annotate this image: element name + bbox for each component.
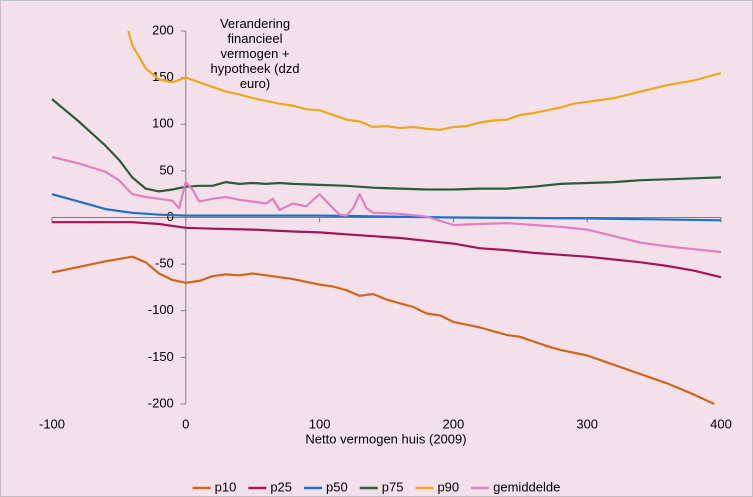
title-box: Verandering financieel vermogen + hypoth…	[210, 16, 300, 91]
series-line	[51, 155, 722, 254]
series-line	[51, 255, 715, 405]
legend-label: p50	[326, 479, 348, 494]
x-tick-label: 200	[443, 416, 465, 431]
y-tick-label: 0	[167, 209, 174, 224]
y-tick-label: -150	[148, 349, 174, 364]
legend-label: p75	[382, 479, 404, 494]
y-tick-label: 50	[159, 162, 173, 177]
series-line	[52, 221, 722, 279]
x-tick-label: 400	[710, 416, 732, 431]
legend-label: p10	[215, 479, 237, 494]
legend-label: p25	[270, 479, 292, 494]
series-line	[127, 30, 722, 131]
series-line	[51, 98, 722, 193]
legend-label: p90	[437, 479, 459, 494]
x-axis-label: Netto vermogen huis (2009)	[305, 431, 466, 446]
y-tick-label: 150	[152, 69, 174, 84]
x-tick-label: 300	[576, 416, 598, 431]
x-tick-label: -100	[39, 416, 65, 431]
x-tick-label: 100	[309, 416, 331, 431]
x-tick-label: 0	[182, 416, 189, 431]
y-tick-label: -50	[155, 256, 174, 271]
legend-label: gemiddelde	[493, 479, 560, 494]
y-tick-label: 100	[152, 116, 174, 131]
y-tick-label: 200	[152, 22, 174, 37]
y-tick-label: -100	[148, 302, 174, 317]
y-tick-label: -200	[148, 395, 174, 410]
chart-title: Verandering financieel vermogen + hypoth…	[210, 16, 300, 91]
series-line	[51, 193, 722, 222]
